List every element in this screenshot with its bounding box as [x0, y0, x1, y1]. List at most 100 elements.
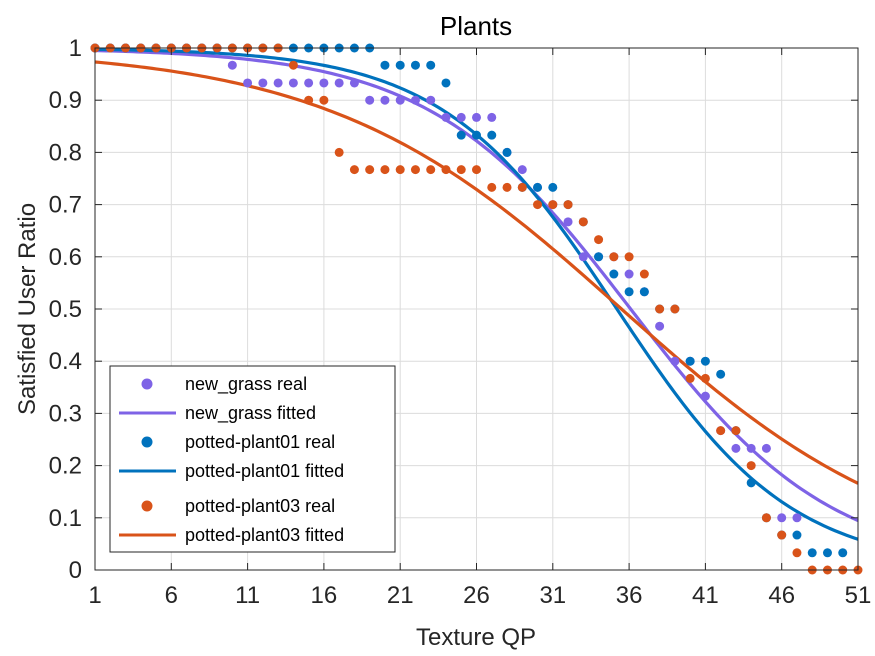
data-point: [517, 165, 527, 175]
data-point: [334, 147, 344, 157]
data-point: [502, 147, 512, 157]
data-point: [609, 252, 619, 262]
y-tick-label: 0.4: [49, 348, 82, 375]
legend-label-potted-plant01-real: potted-plant01 real: [185, 432, 335, 452]
legend-marker-potted-plant03-real: [141, 500, 153, 512]
data-point: [334, 78, 344, 88]
data-point: [456, 165, 466, 175]
data-point: [655, 304, 665, 314]
legend-label-potted-plant01-fitted: potted-plant01 fitted: [185, 461, 344, 481]
data-point: [319, 95, 329, 105]
data-point: [639, 287, 649, 297]
data-point: [395, 165, 405, 175]
data-point: [349, 165, 359, 175]
data-point: [548, 200, 558, 210]
data-point: [533, 182, 543, 192]
data-point: [746, 443, 756, 453]
data-point: [441, 165, 451, 175]
data-point: [426, 60, 436, 70]
data-point: [594, 235, 604, 245]
y-tick-label: 0.8: [49, 139, 82, 166]
data-point: [243, 78, 253, 88]
data-point: [304, 78, 314, 88]
data-point: [563, 217, 573, 227]
data-point: [716, 426, 726, 436]
data-point: [838, 548, 848, 558]
data-point: [624, 287, 634, 297]
data-point: [502, 182, 512, 192]
data-point: [410, 95, 420, 105]
y-axis-title: Satisfied User Ratio: [14, 203, 41, 415]
data-point: [304, 95, 314, 105]
data-point: [685, 373, 695, 383]
legend-box: [109, 365, 396, 553]
data-point: [731, 426, 741, 436]
data-point: [410, 165, 420, 175]
data-point: [487, 182, 497, 192]
x-axis-title: Texture QP: [416, 624, 536, 651]
y-tick-label: 0: [69, 557, 82, 584]
data-point: [380, 60, 390, 70]
data-point: [792, 513, 802, 523]
data-point: [822, 548, 832, 558]
points-potted-plant03-real: [90, 43, 863, 575]
data-point: [487, 112, 497, 122]
data-point: [380, 95, 390, 105]
data-point: [609, 269, 619, 279]
data-point: [685, 356, 695, 366]
y-tick-label: 1: [69, 35, 82, 62]
data-point: [441, 112, 451, 122]
data-point: [227, 60, 237, 70]
x-tick-label: 11: [235, 582, 260, 609]
data-point: [426, 95, 436, 105]
data-point: [441, 78, 451, 88]
data-point: [258, 78, 268, 88]
data-point: [456, 130, 466, 140]
data-point: [365, 165, 375, 175]
data-point: [594, 252, 604, 262]
data-point: [624, 269, 634, 279]
data-point: [395, 60, 405, 70]
fit-curve-potted-plant03-fitted: [94, 60, 859, 485]
y-tick-label: 0.6: [49, 244, 82, 271]
legend: new_grass real new_grass fitted potted-p…: [109, 365, 396, 553]
y-tick-label: 0.7: [49, 192, 82, 219]
data-point: [700, 373, 710, 383]
data-point: [548, 182, 558, 192]
legend-label-potted-plant03-fitted: potted-plant03 fitted: [185, 525, 344, 545]
data-point: [319, 78, 329, 88]
data-point: [578, 217, 588, 227]
x-tick-label: 6: [165, 582, 178, 609]
x-tick-label: 31: [539, 582, 566, 609]
data-point: [700, 391, 710, 401]
data-point: [670, 356, 680, 366]
data-point: [517, 182, 527, 192]
legend-marker-potted-plant01-real: [141, 436, 153, 448]
data-point: [456, 112, 466, 122]
y-tick-label: 0.1: [49, 505, 82, 532]
data-point: [380, 165, 390, 175]
data-point: [533, 200, 543, 210]
y-tick-label: 0.9: [49, 87, 82, 114]
data-point: [395, 95, 405, 105]
data-point: [777, 513, 787, 523]
axis-ticks: 1 6 11 16 21 26 31 36 41 46 5100.10.20.30.40.50.60…: [49, 35, 872, 609]
data-point: [472, 165, 481, 175]
legend-label-new-grass-real: new_grass real: [185, 374, 307, 395]
data-point: [761, 443, 771, 453]
data-point: [746, 478, 756, 488]
data-point: [472, 130, 481, 140]
data-point: [746, 461, 756, 471]
data-point: [624, 252, 634, 262]
data-point: [563, 200, 573, 210]
x-tick-label: 41: [692, 582, 719, 609]
y-tick-label: 0.3: [49, 400, 82, 427]
data-point: [273, 78, 283, 88]
data-point: [761, 513, 771, 523]
y-tick-label: 0.2: [49, 453, 82, 480]
data-point: [700, 356, 710, 366]
data-point: [578, 252, 588, 262]
data-point: [777, 530, 787, 540]
